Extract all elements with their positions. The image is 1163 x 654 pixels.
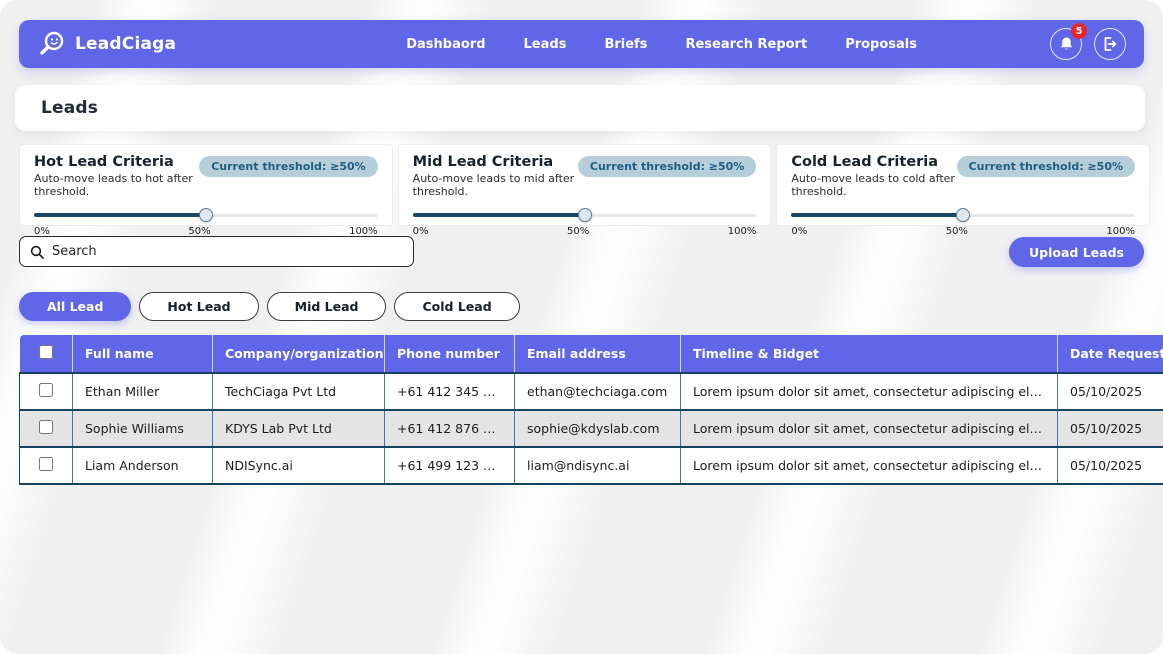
nav-item-research-report[interactable]: Research Report: [685, 36, 808, 52]
filter-cold-lead[interactable]: Cold Lead: [394, 292, 520, 321]
header-date-requested: Date Requested: [1057, 335, 1163, 373]
table-row: Ethan Miller TechCiaga Pvt Ltd +61 412 3…: [19, 372, 1163, 410]
slider-max-label: 100%: [727, 226, 757, 237]
nav-item-leads[interactable]: Leads: [523, 36, 567, 52]
logout-button[interactable]: [1094, 28, 1126, 60]
criteria-row: Hot Lead Criteria Auto-move leads to hot…: [19, 144, 1151, 237]
cell-phone: +61 499 123 456: [384, 446, 515, 485]
cell-email: liam@ndisync.ai: [514, 446, 681, 485]
cell-company: NDISync.ai: [212, 446, 385, 485]
table-header-row: Full name Company/organization Phone num…: [19, 335, 1163, 373]
slider-max-label: 100%: [349, 226, 378, 237]
cell-email: sophie@kdyslab.com: [514, 409, 681, 447]
cold-criteria-title: Cold Lead Criteria: [791, 154, 939, 170]
search-input[interactable]: [52, 244, 403, 259]
slider-mid-label: 50%: [188, 226, 211, 237]
slider-mid-label: 50%: [567, 226, 590, 237]
magnifier-smiley-logo-icon: [37, 29, 67, 59]
notification-count-badge: 5: [1071, 23, 1087, 39]
nav-item-proposals[interactable]: Proposals: [845, 36, 917, 52]
cold-threshold-badge: Current threshold: ≥50%: [956, 156, 1136, 177]
leads-table: Full name Company/organization Phone num…: [19, 335, 1163, 485]
header-company: Company/organization: [212, 335, 385, 373]
cell-date: 05/10/2025: [1057, 409, 1163, 447]
top-navbar: LeadCiaga Dashbaord Leads Briefs Researc…: [19, 20, 1144, 68]
cell-timeline: Lorem ipsum dolor sit amet, consectetur …: [680, 446, 1058, 485]
cell-timeline: Lorem ipsum dolor sit amet, consectetur …: [680, 372, 1058, 410]
slider-min-label: 0%: [791, 226, 808, 237]
cell-phone: +61 412 345 678: [384, 372, 515, 410]
slider-fill: [791, 213, 964, 217]
slider-max-label: 100%: [1106, 226, 1136, 237]
bell-icon: [1059, 36, 1074, 52]
mid-criteria-subtitle: Auto-move leads to mid after threshold.: [412, 172, 575, 198]
nav-item-briefs[interactable]: Briefs: [604, 36, 648, 52]
search-icon: [30, 245, 44, 259]
logout-icon: [1102, 36, 1118, 52]
search-box: [19, 236, 414, 267]
cell-full-name: Liam Anderson: [72, 446, 213, 485]
cell-full-name: Sophie Williams: [72, 409, 213, 447]
filter-hot-lead[interactable]: Hot Lead: [139, 292, 259, 321]
cell-date: 05/10/2025: [1057, 446, 1163, 485]
brand-name: LeadCiaga: [75, 34, 177, 54]
slider-thumb[interactable]: [198, 208, 213, 222]
slider-fill: [412, 213, 585, 217]
header-email: Email address: [514, 335, 681, 373]
brand-logo[interactable]: LeadCiaga: [37, 29, 176, 59]
cell-timeline: Lorem ipsum dolor sit amet, consectetur …: [680, 409, 1058, 447]
hot-lead-criteria-card: Hot Lead Criteria Auto-move leads to hot…: [19, 144, 393, 237]
slider-thumb[interactable]: [577, 208, 592, 222]
page-title: Leads: [41, 98, 99, 118]
cell-full-name: Ethan Miller: [72, 372, 213, 410]
leads-table-container: Full name Company/organization Phone num…: [19, 335, 1163, 485]
filter-all-lead[interactable]: All Lead: [19, 292, 132, 321]
select-all-checkbox[interactable]: [38, 345, 53, 359]
cold-lead-criteria-card: Cold Lead Criteria Auto-move leads to co…: [776, 144, 1151, 237]
table-row: Liam Anderson NDISync.ai +61 499 123 456…: [19, 446, 1163, 485]
row-checkbox[interactable]: [39, 383, 53, 397]
cell-email: ethan@techciaga.com: [514, 372, 681, 410]
hot-criteria-subtitle: Auto-move leads to hot after threshold.: [34, 172, 193, 198]
nav-actions: 5: [1050, 23, 1126, 60]
table-row: Sophie Williams KDYS Lab Pvt Ltd +61 412…: [19, 409, 1163, 447]
slider-mid-label: 50%: [945, 226, 968, 237]
slider-min-label: 0%: [34, 226, 50, 237]
upload-leads-button[interactable]: Upload Leads: [1009, 237, 1144, 267]
mid-threshold-slider[interactable]: [412, 208, 757, 222]
lead-filter-tabs: All Lead Hot Lead Mid Lead Cold Lead: [19, 292, 520, 321]
slider-thumb[interactable]: [956, 208, 971, 222]
cold-criteria-subtitle: Auto-move leads to cold after threshold.: [791, 172, 955, 198]
filter-mid-lead[interactable]: Mid Lead: [266, 292, 387, 321]
row-checkbox[interactable]: [39, 420, 53, 434]
header-timeline: Timeline & Bidget: [680, 335, 1058, 373]
notifications-button[interactable]: 5: [1050, 23, 1087, 60]
hot-criteria-title: Hot Lead Criteria: [34, 154, 174, 170]
header-full-name: Full name: [72, 335, 213, 373]
cell-date: 05/10/2025: [1057, 372, 1163, 410]
mid-threshold-badge: Current threshold: ≥50%: [577, 156, 757, 177]
header-phone: Phone number: [384, 335, 515, 373]
mid-lead-criteria-card: Mid Lead Criteria Auto-move leads to mid…: [397, 144, 772, 237]
slider-min-label: 0%: [412, 226, 429, 237]
nav-item-dashboard[interactable]: Dashbaord: [406, 36, 486, 52]
page-title-card: Leads: [15, 85, 1145, 131]
slider-fill: [34, 213, 206, 217]
row-checkbox[interactable]: [39, 457, 53, 471]
cold-threshold-slider[interactable]: [791, 208, 1136, 222]
nav-links: Dashbaord Leads Briefs Research Report P…: [406, 37, 917, 52]
mid-criteria-title: Mid Lead Criteria: [412, 154, 554, 170]
hot-threshold-badge: Current threshold: ≥50%: [199, 156, 378, 177]
cell-company: KDYS Lab Pvt Ltd: [212, 409, 385, 447]
cell-phone: +61 412 876 543: [384, 409, 515, 447]
cell-company: TechCiaga Pvt Ltd: [212, 372, 385, 410]
hot-threshold-slider[interactable]: [34, 208, 378, 222]
